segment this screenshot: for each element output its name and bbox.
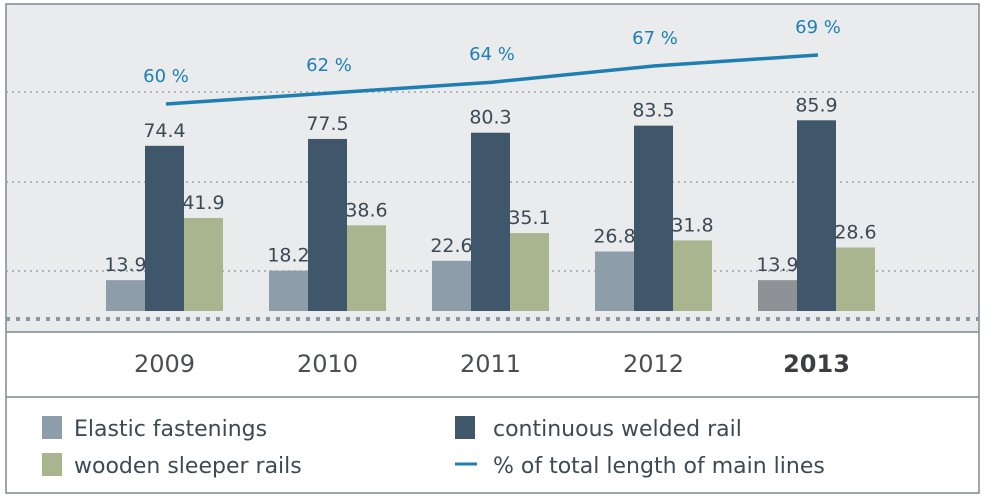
bar-elastic-fastenings-2009 [106, 280, 145, 311]
bar-value-label: 13.9 [104, 254, 146, 276]
legend-label-percent-main-lines: % of total length of main lines [493, 454, 825, 479]
bar-value-label: 83.5 [632, 100, 674, 122]
bar-continuous-welded-rail-2011 [471, 132, 510, 311]
bar-elastic-fastenings-2010 [269, 270, 308, 311]
bar-continuous-welded-rail-2012 [634, 125, 673, 311]
bar-value-label: 38.6 [345, 199, 387, 221]
x-axis-labels: 2009 2010 2011 2012 2013 [134, 350, 850, 378]
bar-value-label: 28.6 [834, 222, 876, 244]
x-tick-label: 2012 [623, 350, 684, 378]
x-tick-label: 2010 [297, 350, 358, 378]
bar-value-label: 41.9 [182, 192, 224, 214]
legend-item-elastic-fastenings: Elastic fastenings [42, 416, 267, 442]
legend: Elastic fastenings continuous welded rai… [42, 416, 825, 479]
bar-value-label: 26.8 [593, 226, 635, 248]
legend-label-wooden-sleeper-rails: wooden sleeper rails [74, 454, 302, 479]
bar-labels-layer: 13.9 74.4 41.9 18.2 77.5 38.6 22.6 80.3 35.1 26.8… [104, 94, 876, 276]
bar-value-label: 35.1 [508, 207, 550, 229]
line-value-label: 64 % [469, 44, 515, 65]
line-value-label: 60 % [143, 66, 189, 87]
line-percent-main-lines [165, 53, 819, 106]
legend-swatch-wooden-sleeper-rails [42, 453, 62, 476]
legend-item-continuous-welded-rail: continuous welded rail [455, 416, 742, 442]
legend-label-continuous-welded-rail: continuous welded rail [493, 417, 742, 442]
chart-frame [5, 3, 980, 494]
bar-value-label: 18.2 [267, 245, 309, 267]
legend-item-wooden-sleeper-rails: wooden sleeper rails [42, 453, 302, 479]
bar-elastic-fastenings-2011 [432, 260, 471, 311]
bar-continuous-welded-rail-2009 [145, 145, 184, 311]
bar-value-label: 22.6 [430, 235, 472, 257]
bar-value-label: 13.9 [756, 254, 798, 276]
bar-value-label: 31.8 [671, 214, 713, 236]
bar-value-label: 80.3 [469, 107, 511, 129]
bar-value-label: 77.5 [306, 113, 348, 135]
x-tick-label: 2013 [783, 350, 850, 378]
bar-continuous-welded-rail-2013 [797, 120, 836, 311]
bar-value-label: 85.9 [795, 94, 837, 116]
x-tick-label: 2009 [134, 350, 195, 378]
bar-continuous-welded-rail-2010 [308, 138, 347, 311]
bar-wooden-sleeper-rails-2010 [347, 225, 386, 311]
legend-swatch-elastic-fastenings [42, 416, 62, 439]
x-tick-label: 2011 [460, 350, 521, 378]
bar-wooden-sleeper-rails-2011 [510, 233, 549, 311]
line-value-label: 69 % [795, 17, 841, 38]
line-value-label: 67 % [632, 28, 678, 49]
legend-swatch-continuous-welded-rail [455, 416, 475, 439]
line-value-label: 62 % [306, 55, 352, 76]
legend-label-elastic-fastenings: Elastic fastenings [74, 417, 267, 442]
bars-layer [106, 120, 875, 311]
bar-wooden-sleeper-rails-2013 [836, 247, 875, 311]
bar-wooden-sleeper-rails-2012 [673, 240, 712, 311]
line-layer: 60 % 62 % 64 % 67 % 69 % [143, 17, 841, 106]
bar-wooden-sleeper-rails-2009 [184, 217, 223, 311]
bar-elastic-fastenings-2012 [595, 251, 634, 311]
legend-item-percent-main-lines: % of total length of main lines [455, 454, 825, 479]
bar-elastic-fastenings-2013 [758, 280, 797, 311]
bar-value-label: 74.4 [143, 120, 185, 142]
